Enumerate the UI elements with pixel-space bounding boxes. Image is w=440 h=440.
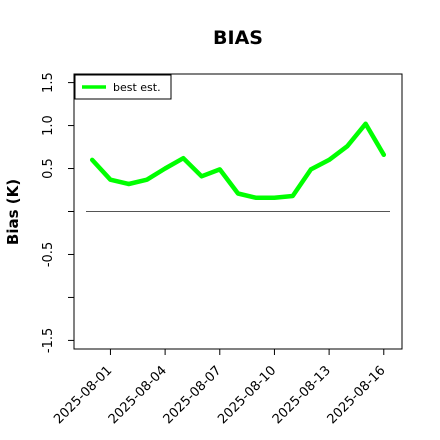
data-point — [364, 122, 368, 126]
y-axis-label: Bias (K) — [4, 179, 22, 245]
y-tick-label: 1.5 — [41, 72, 56, 93]
x-axis: 2025-08-012025-08-042025-08-072025-08-10… — [51, 349, 389, 427]
data-point — [181, 156, 185, 160]
data-point — [254, 196, 258, 200]
y-tick-label: 1.0 — [41, 115, 56, 136]
chart-title: BIAS — [213, 27, 263, 49]
data-point — [218, 167, 222, 171]
data-point — [200, 174, 204, 178]
y-axis: -1.5 -0.5 0.5 1.0 1.5 — [41, 72, 74, 353]
data-point — [127, 182, 131, 186]
legend: best est. — [74, 74, 172, 100]
data-point — [163, 167, 167, 171]
data-point — [90, 158, 94, 162]
y-tick-label: -1.5 — [41, 328, 56, 353]
series-points-best-est — [90, 122, 386, 200]
data-point — [145, 178, 149, 182]
series-line-best-est — [89, 121, 387, 201]
data-point — [382, 153, 386, 157]
y-tick-label: 0.5 — [41, 158, 56, 179]
data-point — [327, 158, 331, 162]
data-point — [291, 194, 295, 198]
data-point — [108, 178, 112, 182]
data-point — [345, 144, 349, 148]
data-point — [272, 196, 276, 200]
x-tick-label: 2025-08-16 — [325, 363, 389, 427]
data-point — [236, 191, 240, 195]
data-point — [309, 167, 313, 171]
y-tick-label: -0.5 — [41, 242, 56, 267]
legend-label-best-est: best est. — [113, 81, 161, 94]
